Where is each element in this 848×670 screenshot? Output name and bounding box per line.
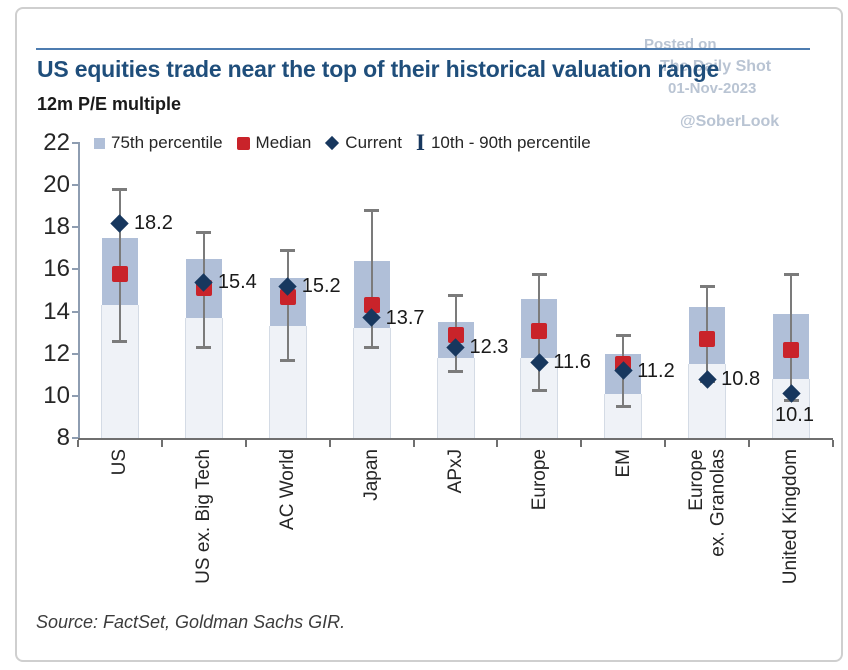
y-axis-tick-label: 16 [43, 255, 70, 283]
legend-item-10th-90th-percentile: I 10th - 90th percentile [415, 130, 591, 155]
median-marker [363, 297, 380, 314]
legend-item-75th-percentile: 75th percentile [94, 133, 223, 153]
whisker-line [790, 273, 793, 401]
whisker-line [286, 250, 289, 361]
y-axis-tick-label: 14 [43, 297, 70, 325]
current-value-label: 10.8 [721, 368, 761, 390]
y-axis-tick [72, 394, 80, 397]
chart-title: US equities trade near the top of their … [37, 56, 720, 82]
whisker-line [370, 210, 373, 348]
percentile-box-swatch-icon [94, 137, 105, 149]
whisker-cap-bottom [112, 340, 128, 344]
x-category-label: Europe [528, 449, 550, 511]
x-axis-tick [664, 440, 667, 447]
current-value-label: 11.2 [637, 359, 675, 382]
whisker-cap-bottom [531, 388, 547, 392]
y-axis-tick-label: 22 [43, 129, 70, 156]
y-axis-tick-label: 18 [43, 213, 70, 241]
watermark-handle: @SoberLook [680, 113, 780, 130]
x-axis-tick [77, 440, 79, 447]
whisker-cap-top [364, 209, 380, 213]
current-diamond-swatch-icon [325, 135, 340, 151]
whisker-cap-top [448, 293, 463, 297]
watermark-date: 01-Nov-2023 [668, 80, 757, 97]
whisker-cap-bottom [615, 405, 631, 409]
x-axis-tick [160, 440, 163, 447]
y-axis-tick [72, 184, 80, 187]
x-axis-tick [328, 440, 331, 447]
whisker-cap-top [196, 230, 212, 234]
x-axis-tick [580, 440, 583, 447]
y-axis-tick [72, 268, 80, 271]
watermark-site: The Daily Shot [660, 58, 772, 75]
y-axis-tick [72, 142, 80, 144]
x-category-label: US ex. Big Tech [193, 449, 215, 584]
whisker-line [118, 189, 121, 342]
median-swatch-icon [236, 136, 250, 150]
median-marker [111, 265, 128, 282]
whisker-cap-bottom [364, 346, 380, 350]
median-marker [531, 322, 548, 339]
whisker-cap-top [615, 333, 631, 337]
y-axis-line [78, 143, 80, 438]
current-marker [110, 213, 130, 233]
title-rule [36, 48, 810, 50]
whisker-ibeam-swatch-icon: I [415, 130, 425, 155]
legend: 75th percentile Median Current I 10th - … [94, 130, 591, 155]
current-value-label: 11.6 [553, 351, 591, 374]
median-marker [699, 330, 716, 347]
whisker-cap-top [699, 285, 715, 289]
median-marker [447, 326, 464, 343]
y-axis-tick [72, 226, 80, 229]
x-category-label: United Kingdom [780, 449, 802, 585]
y-axis-tick-label: 8 [56, 424, 70, 451]
current-value-label: 13.7 [385, 306, 425, 329]
y-axis-tick-label: 20 [43, 171, 70, 199]
median-marker [783, 341, 800, 358]
x-category-label: EM [612, 449, 634, 478]
x-category-label: APxJ [444, 449, 466, 494]
legend-label: Median [255, 133, 312, 152]
whisker-cap-bottom [448, 369, 463, 373]
legend-item-current: Current [325, 133, 402, 153]
current-value-label: 10.1 [775, 403, 814, 426]
x-category-label: AC World [277, 449, 299, 530]
x-axis-tick [244, 440, 247, 447]
x-category-label: US [109, 449, 131, 476]
whisker-cap-top [112, 188, 128, 192]
whisker-cap-bottom [196, 346, 212, 350]
whisker-cap-bottom [280, 359, 296, 363]
legend-label: 75th percentile [111, 133, 223, 152]
y-axis-tick-label: 12 [43, 339, 70, 367]
whisker-cap-top [783, 272, 799, 276]
x-axis-line [78, 438, 833, 440]
current-value-label: 15.2 [301, 275, 341, 298]
x-axis-tick [412, 440, 415, 447]
x-axis-tick [748, 440, 751, 447]
x-category-label: Japan [360, 449, 382, 501]
source-note: Source: FactSet, Goldman Sachs GIR. [36, 612, 346, 632]
y-axis-tick-label: 10 [43, 381, 70, 409]
y-axis-tick [72, 437, 80, 439]
y-axis-tick [72, 310, 80, 313]
legend-item-median: Median [236, 133, 312, 153]
whisker-cap-top [280, 249, 296, 253]
x-category-label: Europe ex. Granolas [685, 449, 729, 557]
legend-label: 10th - 90th percentile [430, 133, 591, 152]
y-axis-tick [72, 352, 80, 355]
legend-label: Current [345, 133, 402, 152]
x-axis-tick [832, 440, 834, 447]
x-axis-tick [496, 440, 499, 447]
whisker-cap-top [531, 272, 547, 276]
current-value-label: 15.4 [217, 271, 257, 294]
current-value-label: 12.3 [469, 336, 509, 359]
y-axis-unit-label: 12m P/E multiple [37, 94, 182, 114]
current-value-label: 18.2 [133, 212, 173, 235]
